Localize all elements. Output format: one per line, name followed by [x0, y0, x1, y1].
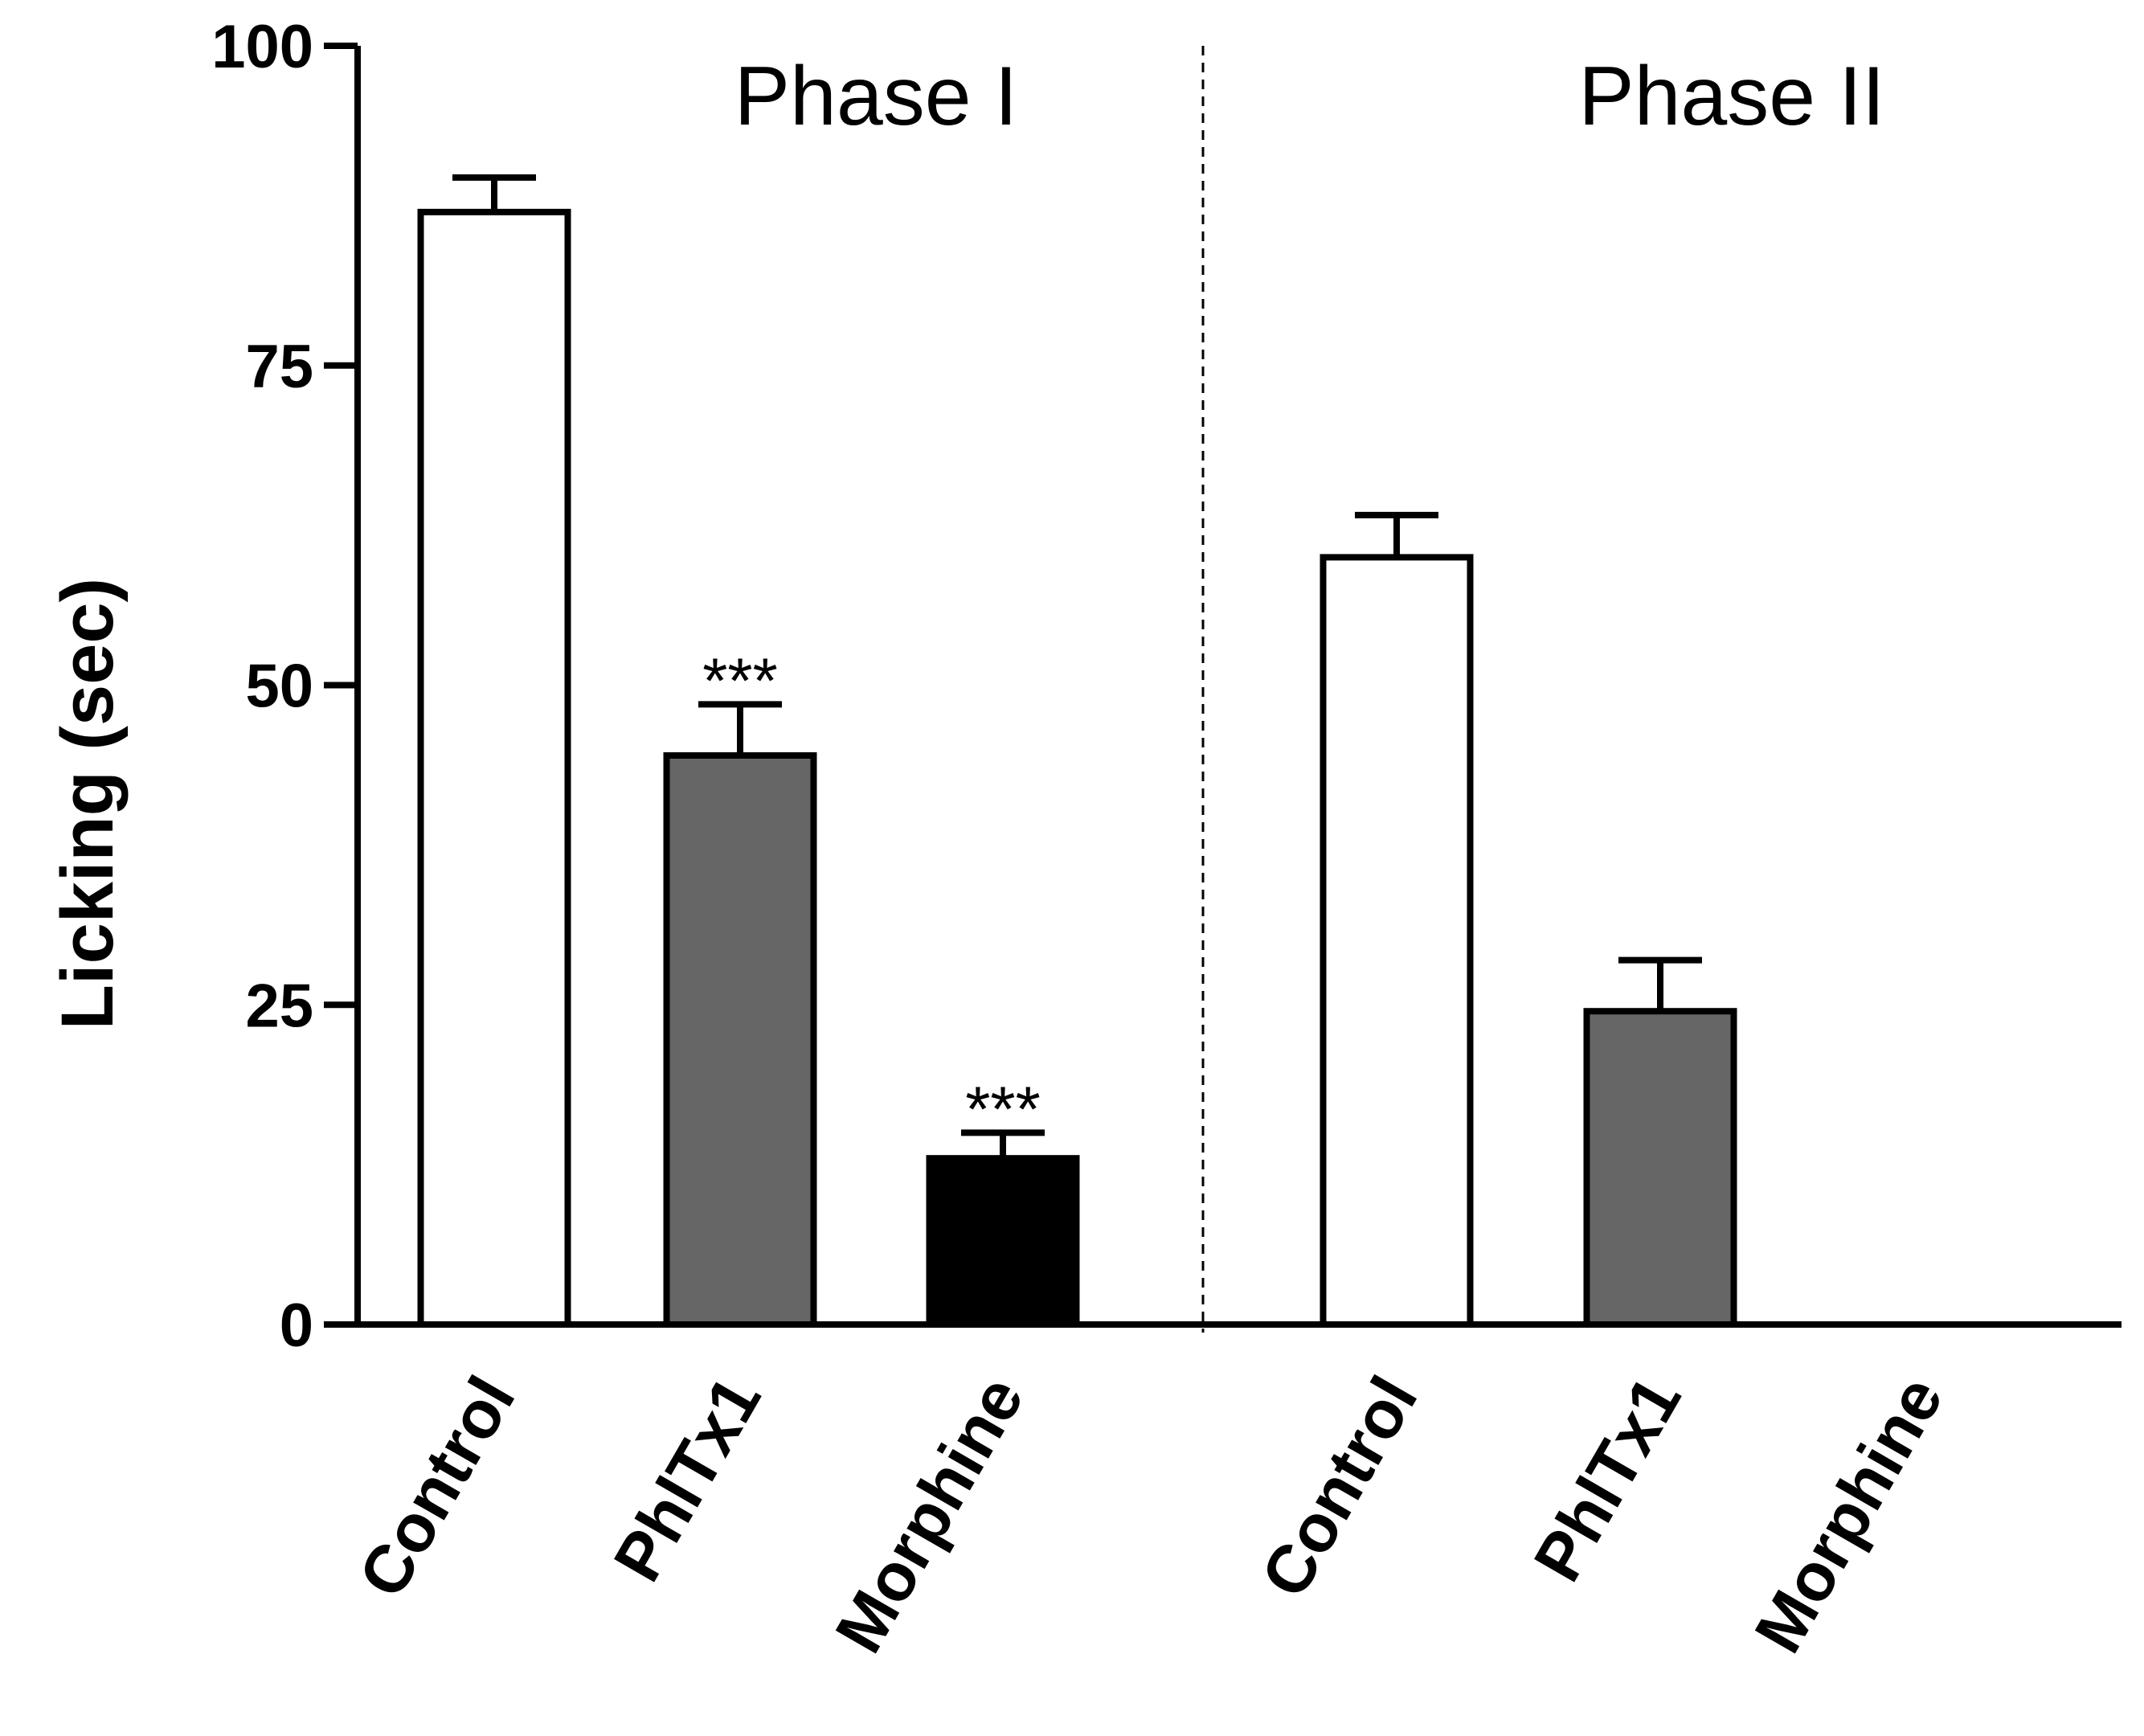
phase-1-morphine-bar — [926, 1155, 1080, 1329]
phase-1-morphine-significance: *** — [965, 1073, 1040, 1144]
phase-1-control-label: Control — [344, 1364, 530, 1610]
phase-2-phltx1-bar — [1583, 1008, 1737, 1328]
phase-2-control-label: Control — [1246, 1364, 1432, 1610]
y-axis-title: Licking (sec) — [47, 578, 129, 1030]
phase-1-phltx1-significance: *** — [702, 645, 777, 716]
phase-1-phltx1-bar — [663, 752, 817, 1328]
phase-2-phltx1-label: PhlTx1 — [1519, 1364, 1695, 1594]
y-tick-label-0: 0 — [280, 1292, 313, 1360]
y-tick-label-25: 25 — [245, 972, 313, 1040]
phase-2-control-bar — [1320, 554, 1474, 1328]
phase-1-phltx1-label: PhlTx1 — [599, 1364, 775, 1594]
phase-label-2: Phase II — [1578, 50, 1885, 143]
y-tick-label-75: 75 — [245, 333, 313, 401]
y-tick-label-100: 100 — [211, 13, 313, 81]
y-tick-label-50: 50 — [245, 653, 313, 721]
phase-label-1: Phase I — [734, 50, 1018, 143]
phase-2-morphine-label: Morphine — [1740, 1364, 1957, 1664]
phase-1-control-bar — [417, 208, 571, 1329]
phase-1-morphine-label: Morphine — [820, 1364, 1037, 1664]
